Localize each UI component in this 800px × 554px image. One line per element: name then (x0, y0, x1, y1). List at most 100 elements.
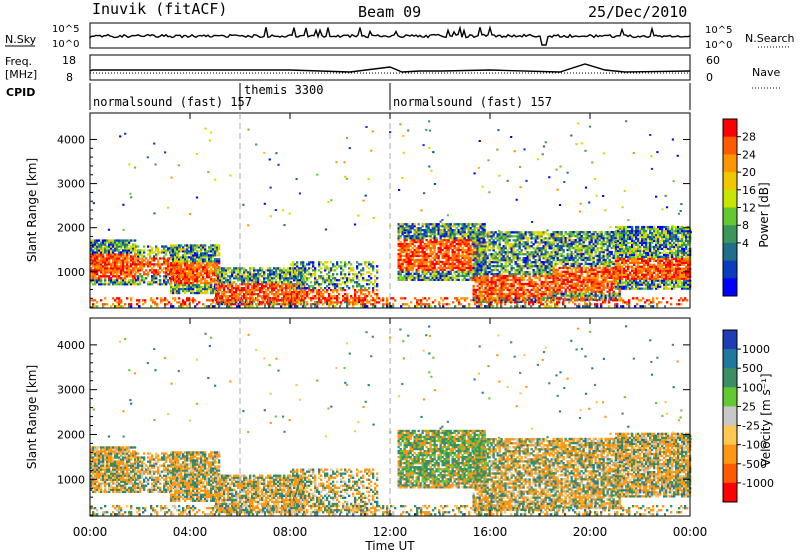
power-cell (376, 289, 379, 292)
power-cell (233, 291, 236, 294)
power-cell (249, 269, 252, 272)
power-cell (578, 231, 581, 234)
power-cell (397, 278, 400, 281)
power-cell (508, 284, 511, 288)
power-cell (514, 292, 517, 296)
power-cell (492, 245, 495, 248)
power-cell (324, 265, 327, 268)
power-cell (411, 227, 414, 230)
power-cell (128, 283, 131, 286)
power-cell (419, 244, 422, 248)
power-cell (192, 278, 195, 281)
power-cell (198, 280, 201, 283)
power-cell (445, 260, 448, 264)
power-cell (500, 286, 503, 290)
power-cell (413, 237, 416, 240)
power-cell (524, 241, 527, 244)
power-cell (269, 275, 272, 278)
power-cell (496, 237, 499, 240)
power-cell (174, 248, 177, 251)
power-cell (437, 223, 440, 226)
power-cell (488, 243, 491, 246)
power-cell (96, 263, 99, 266)
power-cell (415, 268, 418, 271)
power-cell (449, 258, 452, 262)
power-cell (415, 239, 418, 242)
power-cell (399, 244, 402, 248)
power-cell (453, 246, 456, 250)
power-cell (425, 235, 428, 238)
power-cell (110, 247, 113, 250)
power-cell (285, 295, 288, 298)
power-cell (506, 288, 509, 292)
power-cell (352, 287, 355, 290)
power-cell (94, 275, 97, 278)
power-cell (401, 278, 404, 281)
power-cell (198, 264, 201, 267)
power-cell (453, 272, 456, 275)
nsky-tick-top: 10^5 (52, 24, 79, 35)
power-cell (439, 260, 442, 264)
power-cell (504, 267, 507, 270)
power-cell (245, 279, 248, 282)
power-cell (447, 270, 450, 273)
power-cell (524, 265, 527, 268)
power-cell (550, 261, 553, 264)
power-cell (574, 254, 577, 258)
power-cell (397, 262, 400, 266)
power-cell (574, 268, 577, 271)
power-cell (346, 293, 349, 296)
power-cell (405, 268, 408, 271)
power-cell (320, 271, 323, 274)
power-cell (498, 247, 501, 250)
power-cell (200, 285, 203, 289)
power-cell (538, 237, 541, 240)
power-cell (584, 290, 587, 293)
power-cell (223, 285, 226, 288)
power-cell (548, 284, 551, 288)
power-cell (556, 270, 559, 273)
power-cell (147, 245, 150, 248)
power-cell (364, 287, 367, 290)
power-cell (500, 269, 503, 272)
power-cell (437, 242, 440, 246)
power-cell (405, 256, 408, 260)
power-cell (206, 287, 209, 291)
power-cell (198, 268, 201, 271)
power-cell (449, 233, 452, 236)
power-cell (298, 297, 301, 300)
power-cell (200, 280, 203, 283)
power-cell (419, 240, 422, 244)
power-cell (308, 287, 311, 290)
power-cell (106, 255, 109, 258)
power-cell (94, 251, 97, 254)
power-cell (94, 267, 97, 270)
power-cell (413, 254, 416, 258)
power-cell (502, 239, 505, 242)
power-cell (431, 229, 434, 232)
power-cell (161, 283, 164, 286)
power-cell (94, 283, 97, 286)
power-cell (417, 250, 420, 254)
power-cell (165, 281, 168, 284)
power-cell (532, 286, 535, 290)
power-cell (192, 258, 195, 261)
power-cell (277, 283, 280, 286)
power-cell (411, 278, 414, 281)
power-cell (405, 278, 408, 281)
power-cell (372, 297, 375, 300)
power-cell (322, 289, 325, 292)
power-cell (526, 239, 529, 242)
power-cell (239, 291, 242, 294)
power-cell (126, 259, 129, 262)
power-cell (235, 300, 238, 304)
power-cell (574, 282, 577, 285)
power-cell (112, 279, 115, 282)
power-cell (522, 300, 525, 303)
power-cell (306, 273, 309, 276)
power-cell (570, 282, 573, 285)
power-cell (574, 248, 577, 252)
power-cell (225, 273, 228, 276)
power-cell (471, 248, 474, 252)
power-cell (546, 253, 549, 256)
